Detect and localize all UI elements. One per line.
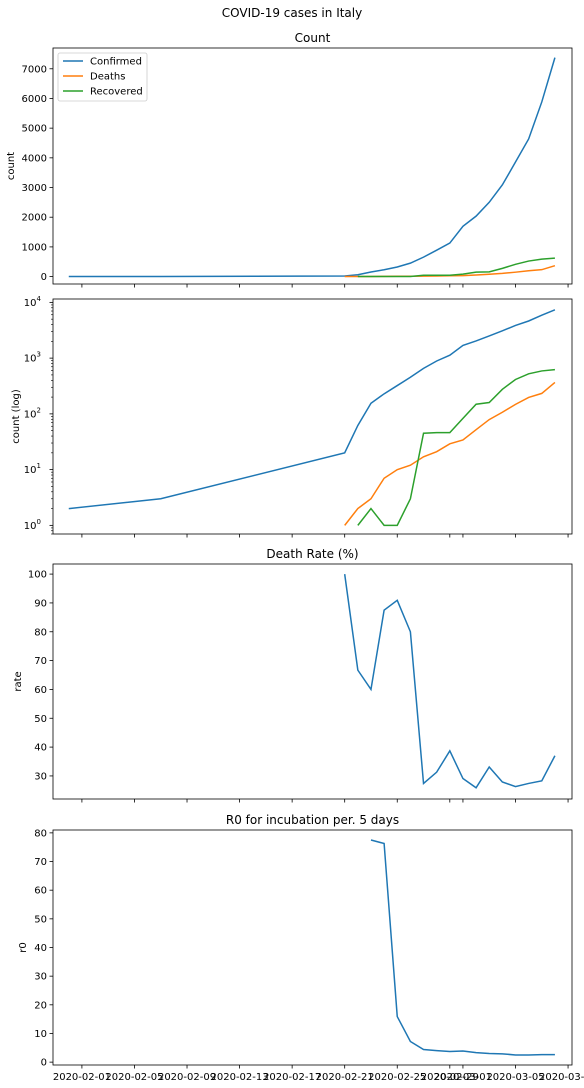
y-tick-label: 4000 <box>22 153 47 164</box>
y-tick-label: 0 <box>41 272 47 283</box>
panel-r0: 010203040506070802020-02-012020-02-05202… <box>18 813 584 1083</box>
x-tick-label: 2020-02-21 <box>316 1072 374 1083</box>
y-tick-label: 6000 <box>22 94 47 105</box>
y-tick-label: 50 <box>34 714 47 725</box>
chart-title: R0 for incubation per. 5 days <box>226 813 399 827</box>
y-tick-label: 1000 <box>22 242 47 253</box>
y-axis-label: rate <box>13 671 24 691</box>
panel-rate: 30 40 50 60 70 80 90 100 Death Rate (%) rate <box>13 547 573 803</box>
series-line-confirmed <box>68 309 556 510</box>
y-tick-label: 3000 <box>22 183 47 194</box>
x-tick-label: 2020-02-25 <box>368 1072 426 1083</box>
x-tick-label: 2020-03-01 <box>434 1072 492 1083</box>
y-tick-label: 80 <box>34 828 47 839</box>
y-tick-label: 100 <box>24 518 41 532</box>
y-tick-label: 2000 <box>22 213 47 224</box>
y-axis-label: count (log) <box>11 389 22 444</box>
y-tick-label: 20 <box>34 1000 47 1011</box>
series-line-rate <box>343 573 556 789</box>
series-line-r0 <box>370 839 555 1056</box>
legend-label-recovered: Recovered <box>90 87 143 98</box>
y-axis-label: count <box>6 152 17 180</box>
series-line-deaths <box>344 381 556 526</box>
legend: Confirmed Deaths Recovered <box>57 52 148 102</box>
x-tick-label: 2020-02-01 <box>53 1072 111 1083</box>
y-axis-label: r0 <box>18 942 29 952</box>
y-tick-label: 70 <box>34 857 47 868</box>
x-tick-label: 2020-02-17 <box>263 1072 321 1083</box>
x-tick-label: 2020-02-09 <box>158 1072 216 1083</box>
y-tick-label: 60 <box>34 886 47 897</box>
legend-label-deaths: Deaths <box>90 72 125 83</box>
series-line-recovered <box>357 368 555 527</box>
series-line-recovered <box>357 257 555 278</box>
axes-frame <box>52 47 573 285</box>
x-tick-label: 2020-03-09 <box>539 1072 584 1083</box>
y-tick-label: 80 <box>34 627 47 638</box>
y-tick-label: 7000 <box>22 64 47 75</box>
y-tick-label: 10 <box>34 1029 47 1040</box>
y-tick-label: 40 <box>34 943 47 954</box>
panel-log: 100 101 102 103 104 count (log) <box>11 295 573 538</box>
axes-frame <box>52 563 573 800</box>
y-tick-label: 5000 <box>22 124 47 135</box>
chart-title: Death Rate (%) <box>266 547 358 561</box>
chart-title: Count <box>295 31 331 45</box>
y-tick-label: 90 <box>34 598 47 609</box>
series-line-confirmed <box>68 57 556 278</box>
legend-box <box>57 52 148 102</box>
y-tick-label: 101 <box>24 462 41 476</box>
x-tick-label: 2020-02-13 <box>211 1072 269 1083</box>
y-tick-label: 0 <box>41 1058 47 1069</box>
figure-suptitle: COVID-19 cases in Italy <box>222 6 362 20</box>
y-tick-label: 60 <box>34 685 47 696</box>
y-tick-label: 103 <box>24 351 41 365</box>
panel-count: 0 1000 2000 3000 4000 5000 6000 7000 Count count C… <box>6 31 573 288</box>
y-tick-label: 50 <box>34 914 47 925</box>
y-tick-label: 102 <box>24 406 41 420</box>
y-tick-label: 70 <box>34 656 47 667</box>
x-tick-label: 2020-02-05 <box>105 1072 163 1083</box>
y-tick-label: 100 <box>28 570 47 581</box>
y-tick-label: 30 <box>34 972 47 983</box>
x-tick-label: 2020-03-05 <box>486 1072 544 1083</box>
legend-label-confirmed: Confirmed <box>90 57 142 68</box>
x-tick-label: 2020-02-29 <box>421 1072 479 1083</box>
axes-frame <box>52 829 573 1066</box>
y-tick-label: 104 <box>24 295 42 309</box>
y-tick-label: 30 <box>34 771 47 782</box>
y-tick-label: 40 <box>34 743 47 754</box>
